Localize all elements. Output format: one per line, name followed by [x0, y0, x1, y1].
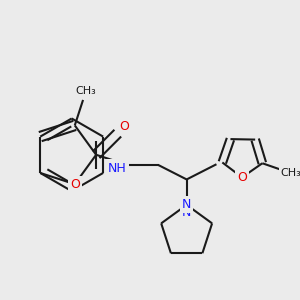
Text: O: O: [237, 171, 247, 184]
Text: N: N: [182, 206, 191, 219]
Text: O: O: [70, 178, 80, 191]
Text: CH₃: CH₃: [281, 168, 300, 178]
Text: N: N: [182, 198, 191, 212]
Text: NH: NH: [108, 162, 127, 175]
Text: CH₃: CH₃: [76, 86, 96, 96]
Text: O: O: [120, 120, 130, 133]
